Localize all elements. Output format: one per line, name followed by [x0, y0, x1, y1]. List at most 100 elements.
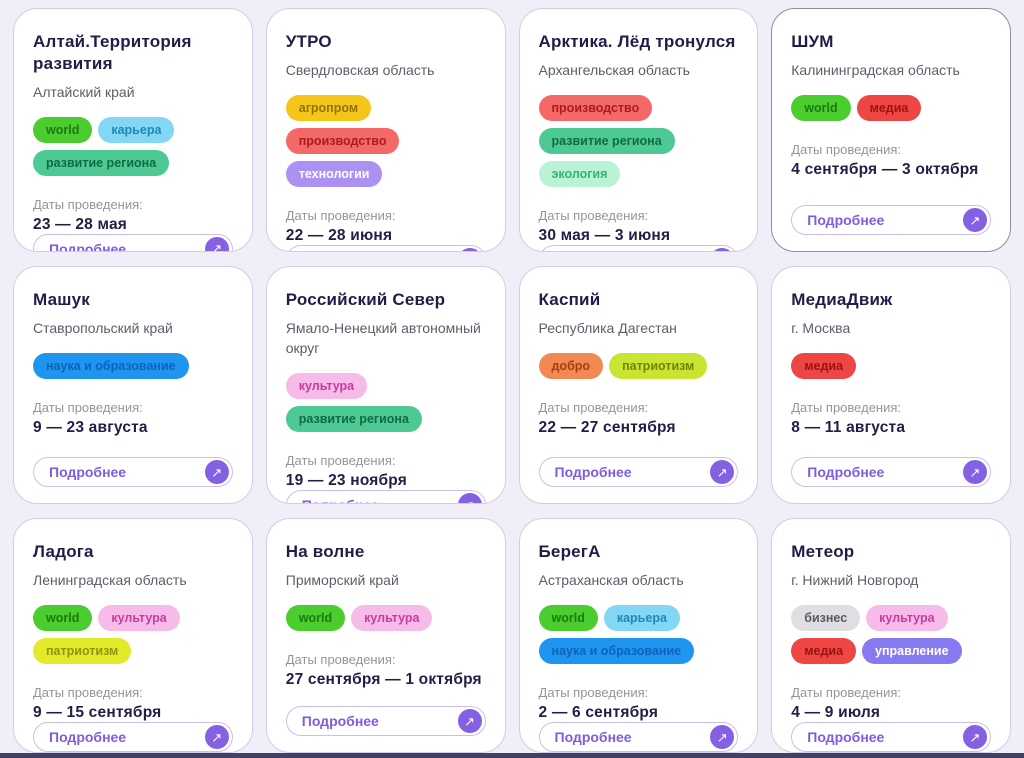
dates-label: Даты проведения: — [791, 685, 902, 701]
details-label: Подробнее — [807, 464, 885, 480]
details-button[interactable]: Подробнее ↗ — [33, 457, 233, 487]
event-title: МедиаДвиж — [791, 290, 893, 309]
details-label: Подробнее — [49, 729, 127, 746]
arrow-up-right-icon: ↗ — [457, 709, 482, 733]
event-region: г. Москва — [791, 319, 851, 336]
tag-pill: world — [285, 605, 346, 632]
event-region: г. Нижний Новгород — [791, 571, 919, 588]
arrow-up-right-icon: ↗ — [710, 725, 735, 750]
event-card: Каспий Республика Дагестан добро патриоти… — [518, 266, 759, 504]
tag-pill: world — [33, 116, 93, 143]
details-button[interactable]: Подробнее ↗ — [791, 205, 991, 235]
event-card: Арктика. Лёд тронулся Архангельская обла… — [518, 8, 759, 252]
tag-pill: экология — [538, 161, 621, 188]
event-card: Алтай.Территория развития Алтайский край… — [13, 8, 253, 252]
details-label: Подробнее — [49, 464, 127, 480]
dates-label: Даты проведения: — [285, 652, 396, 668]
event-title: Арктика. Лёд тронулся — [538, 32, 736, 51]
event-title: Каспий — [538, 290, 601, 309]
details-label: Подробнее — [49, 240, 127, 252]
dates-label: Даты проведения: — [285, 453, 396, 469]
event-dates: 8 — 11 августа — [791, 419, 906, 437]
details-button[interactable]: Подробнее ↗ — [791, 722, 991, 752]
details-button[interactable]: Подробнее ↗ — [33, 233, 233, 252]
arrow-up-right-icon: ↗ — [457, 248, 482, 251]
details-button[interactable]: Подробнее ↗ — [791, 457, 991, 487]
dates-label: Даты проведения: — [538, 685, 649, 701]
tag-pill: культура — [285, 373, 368, 400]
tag-pill: бизнес — [791, 605, 861, 632]
tag-pill: развитие региона — [538, 128, 675, 155]
event-title: На волне — [285, 542, 365, 561]
event-dates: 4 — 9 июля — [791, 704, 881, 722]
event-title: Российский Север — [285, 290, 446, 309]
event-dates: 30 мая — 3 июня — [538, 227, 671, 245]
event-dates: 27 сентября — 1 октября — [285, 671, 482, 689]
event-card: ШУМ Калининградская область world медиа Д… — [771, 8, 1011, 252]
event-dates: 22 — 28 июня — [285, 227, 393, 245]
details-button[interactable]: Подробнее ↗ — [33, 722, 233, 752]
event-region: Архангельская область — [538, 61, 690, 78]
dates-label: Даты проведения: — [33, 400, 143, 416]
details-label: Подробнее — [302, 497, 379, 503]
details-label: Подробнее — [807, 212, 885, 228]
arrow-up-right-icon: ↗ — [963, 725, 987, 750]
tag-pill: культура — [98, 605, 180, 632]
details-label: Подробнее — [554, 729, 632, 746]
event-region: Калининградская область — [791, 61, 960, 78]
event-card: БерегА Астраханская область world карьера… — [518, 518, 759, 753]
event-region: Республика Дагестан — [538, 319, 677, 336]
event-region: Ставропольский край — [33, 319, 173, 336]
arrow-up-right-icon: ↗ — [204, 725, 229, 750]
event-title: Метеор — [791, 542, 855, 561]
event-card: УТРО Свердловская область агропром произв… — [265, 8, 506, 252]
tag-pill: карьера — [98, 116, 175, 143]
event-card: Российский Север Ямало-Ненецкий автономн… — [265, 266, 506, 504]
tag-pill: world — [538, 605, 598, 632]
arrow-up-right-icon: ↗ — [204, 460, 229, 484]
event-region: Ямало-Ненецкий автономный округ — [285, 319, 481, 357]
dates-label: Даты проведения: — [538, 208, 649, 224]
tag-list: производство развитие региона экология — [538, 95, 739, 188]
details-button[interactable]: Подробнее ↗ — [285, 706, 486, 736]
dates-label: Даты проведения: — [33, 685, 143, 701]
footer-bar — [0, 753, 1024, 758]
tag-pill: патриотизм — [609, 353, 708, 380]
details-label: Подробнее — [554, 464, 632, 480]
details-button[interactable]: Подробнее ↗ — [285, 245, 486, 251]
details-button[interactable]: Подробнее ↗ — [538, 457, 739, 487]
tag-list: бизнес культура медиа управление — [791, 605, 991, 665]
event-card: Ладога Ленинградская область world культу… — [13, 518, 253, 753]
details-button[interactable]: Подробнее ↗ — [538, 722, 739, 752]
dates-label: Даты проведения: — [33, 196, 143, 212]
event-title: БерегА — [538, 542, 601, 561]
dates-label: Даты проведения: — [285, 208, 396, 224]
tag-pill: производство — [538, 95, 653, 122]
tag-list: world карьера развитие региона — [33, 116, 233, 176]
tag-list: добро патриотизм — [538, 353, 739, 380]
tag-list: world карьера наука и образование — [538, 605, 739, 665]
dates-label: Даты проведения: — [791, 400, 902, 416]
arrow-up-right-icon: ↗ — [963, 460, 987, 484]
event-region: Алтайский край — [33, 83, 135, 100]
tag-pill: добро — [538, 353, 604, 380]
tag-pill: развитие региона — [33, 149, 170, 176]
tag-pill: карьера — [603, 605, 680, 632]
tag-pill: патриотизм — [33, 638, 132, 665]
dates-label: Даты проведения: — [538, 400, 649, 416]
arrow-up-right-icon: ↗ — [710, 460, 735, 484]
tag-pill: world — [33, 605, 93, 632]
event-title: УТРО — [285, 32, 332, 51]
event-dates: 19 — 23 ноября — [285, 472, 408, 490]
tag-pill: медиа — [791, 353, 857, 380]
event-region: Приморский край — [285, 571, 399, 588]
event-region: Свердловская область — [285, 61, 435, 78]
tag-list: world культура патриотизм — [33, 605, 233, 665]
details-button[interactable]: Подробнее ↗ — [538, 245, 739, 251]
event-title: Алтай.Территория развития — [33, 32, 192, 73]
tag-pill: наука и образование — [538, 638, 695, 665]
tag-pill: производство — [285, 128, 400, 155]
details-button[interactable]: Подробнее ↗ — [285, 490, 486, 503]
event-dates: 4 сентября — 3 октября — [791, 161, 979, 179]
